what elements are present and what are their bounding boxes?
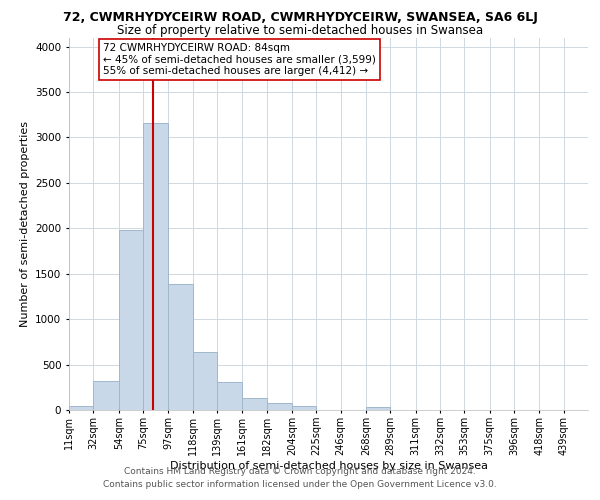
Bar xyxy=(242,398,266,410)
Bar xyxy=(193,352,217,410)
Bar xyxy=(292,406,316,410)
Bar xyxy=(217,382,242,410)
Y-axis label: Number of semi-detached properties: Number of semi-detached properties xyxy=(20,120,29,327)
Bar xyxy=(143,123,169,410)
Text: 72, CWMRHYDYCEIRW ROAD, CWMRHYDYCEIRW, SWANSEA, SA6 6LJ: 72, CWMRHYDYCEIRW ROAD, CWMRHYDYCEIRW, S… xyxy=(62,11,538,24)
Bar xyxy=(69,406,93,410)
Bar xyxy=(119,230,143,410)
Text: Contains HM Land Registry data © Crown copyright and database right 2024.
Contai: Contains HM Land Registry data © Crown c… xyxy=(103,468,497,489)
Bar xyxy=(266,403,292,410)
Text: Size of property relative to semi-detached houses in Swansea: Size of property relative to semi-detach… xyxy=(117,24,483,37)
Text: 72 CWMRHYDYCEIRW ROAD: 84sqm
← 45% of semi-detached houses are smaller (3,599)
5: 72 CWMRHYDYCEIRW ROAD: 84sqm ← 45% of se… xyxy=(103,43,376,76)
Bar xyxy=(366,408,391,410)
Bar xyxy=(93,381,119,410)
Bar xyxy=(169,284,193,410)
X-axis label: Distribution of semi-detached houses by size in Swansea: Distribution of semi-detached houses by … xyxy=(170,460,487,470)
